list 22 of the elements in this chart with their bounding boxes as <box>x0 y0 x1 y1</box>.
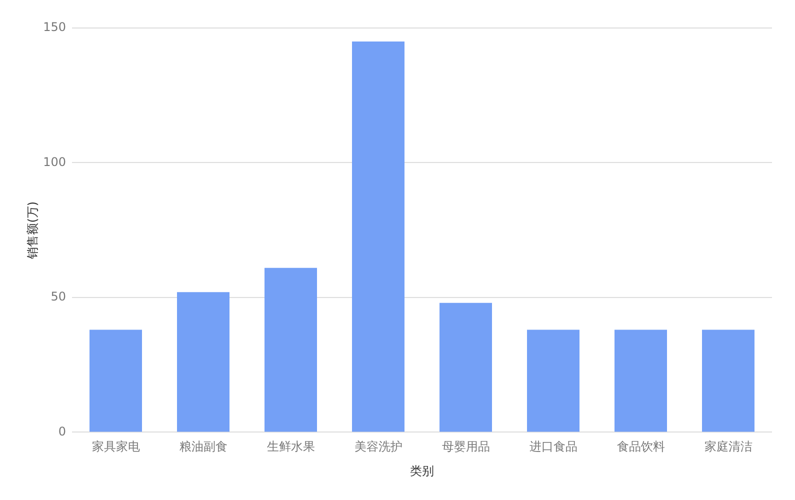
x-tick-label: 进口食品 <box>529 440 578 454</box>
bar <box>440 302 492 432</box>
bar <box>177 292 230 432</box>
bar <box>614 330 667 432</box>
y-tick-label: 100 <box>43 154 66 169</box>
x-tick-label: 生鲜水果 <box>266 440 315 454</box>
x-tick-label: 家具家电 <box>92 440 140 454</box>
bar <box>90 330 142 432</box>
bar <box>527 330 580 432</box>
x-axis-title: 类别 <box>410 464 434 478</box>
x-tick-label: 家庭清洁 <box>704 440 752 454</box>
y-tick-label: 150 <box>43 20 66 34</box>
bar <box>702 330 754 432</box>
x-tick-label: 粮油副食 <box>179 440 228 454</box>
bar <box>352 41 404 432</box>
bar <box>264 268 317 432</box>
x-tick-label: 母婴用品 <box>442 440 490 454</box>
x-tick-label: 食品饮料 <box>616 440 665 454</box>
y-tick-label: 50 <box>50 290 66 304</box>
y-axis-title: 销售额(万) <box>25 201 40 260</box>
x-tick-label: 美容洗护 <box>354 440 402 454</box>
y-tick-label: 0 <box>58 424 66 438</box>
